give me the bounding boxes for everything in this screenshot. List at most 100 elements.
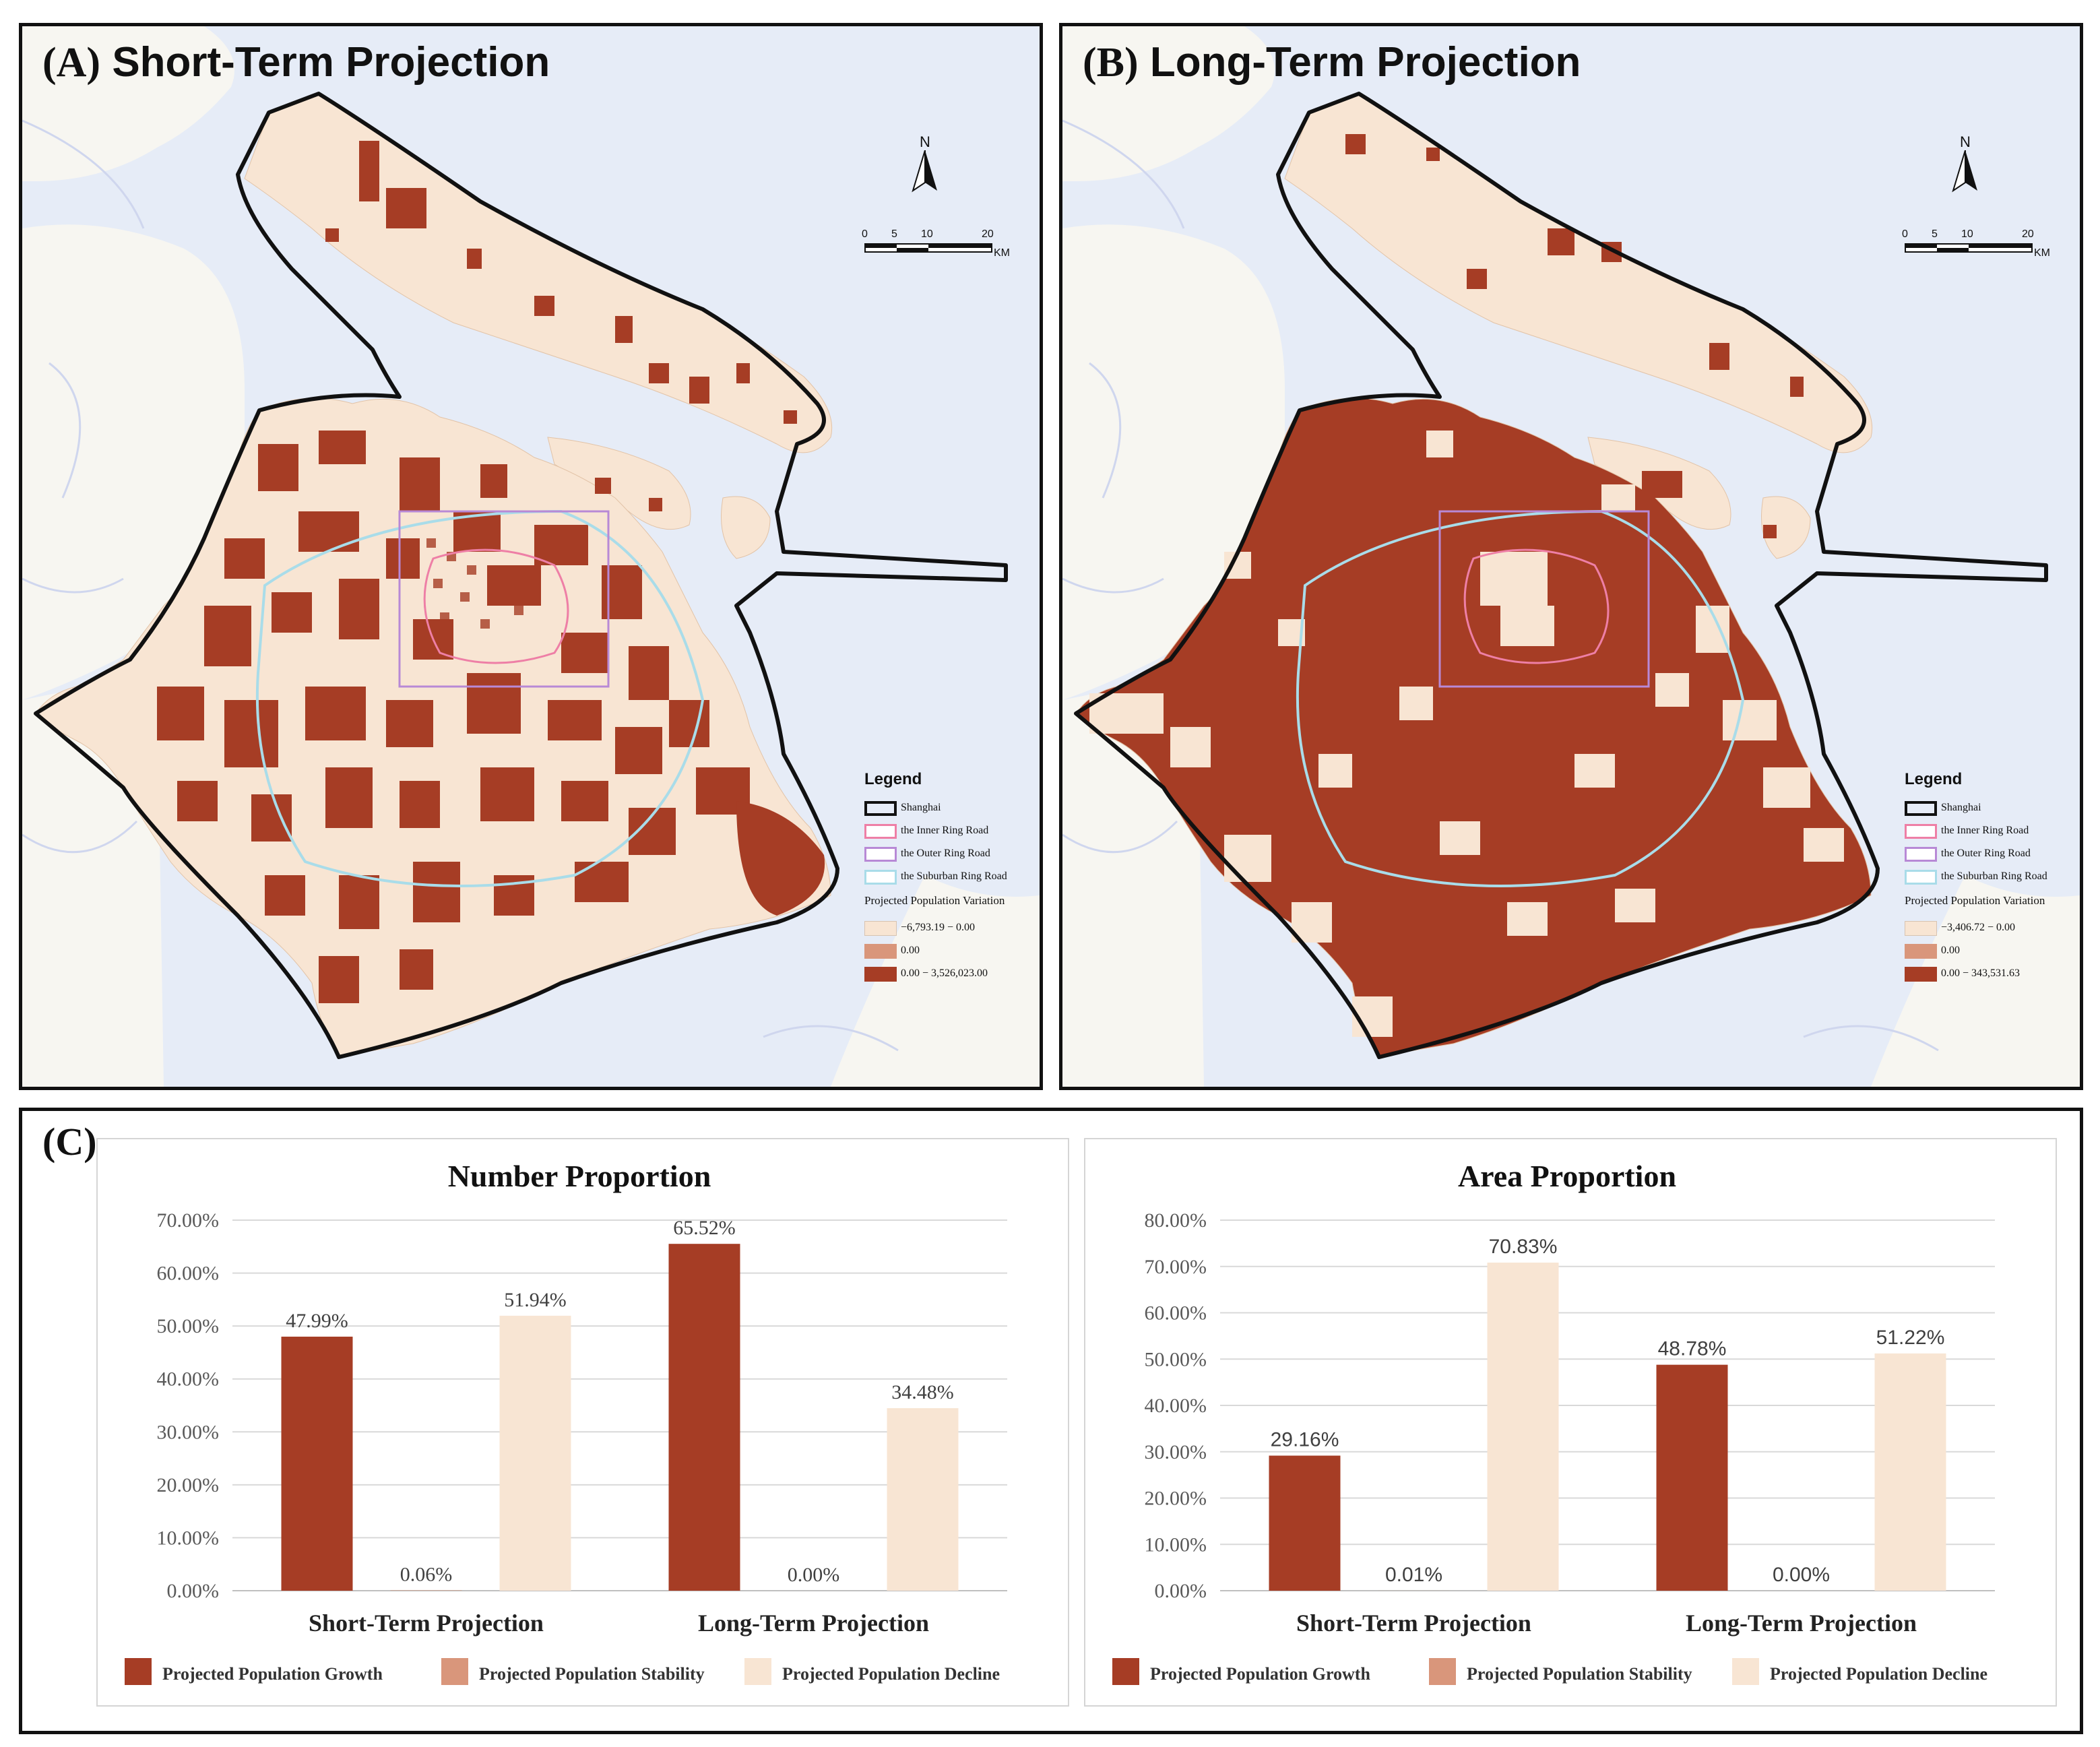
data-label: 48.78%: [1658, 1338, 1727, 1360]
number-proportion-chart: Number Proportion 0.00% 10.00% 20.00% 30.00%…: [96, 1138, 1069, 1707]
legend-stable: 0.00: [1941, 945, 1960, 956]
legend-swatch: [125, 1658, 152, 1685]
scale-tick: 10: [1961, 228, 1973, 240]
stability-swatch: [864, 944, 897, 959]
legend-boundary: Shanghai: [1941, 802, 1981, 813]
scale-tick: 5: [1932, 228, 1938, 240]
bar-projected-population-decline: [1487, 1263, 1559, 1591]
north-arrow-icon: N: [910, 134, 940, 208]
bar-projected-population-decline: [1874, 1353, 1946, 1591]
y-tick-label: 60.00%: [1145, 1302, 1207, 1325]
panel-c-letter: (C): [42, 1120, 97, 1164]
legend-outer-ring: the Outer Ring Road: [901, 848, 990, 859]
panel-a-letter: (A): [42, 40, 101, 86]
bar-projected-population-decline: [499, 1315, 571, 1591]
scale-tick: 10: [921, 228, 933, 240]
legend-label: Projected Population Stability: [479, 1664, 705, 1684]
category-label: Long-Term Projection: [698, 1610, 929, 1637]
panel-a-title-text: Short-Term Projection: [112, 39, 550, 86]
legend-outer-ring: the Outer Ring Road: [1941, 848, 2031, 859]
y-tick-label: 40.00%: [1145, 1395, 1207, 1417]
y-tick-label: 30.00%: [157, 1421, 220, 1443]
scale-tick: 20: [2022, 228, 2034, 240]
data-label: 47.99%: [286, 1310, 348, 1332]
y-tick-label: 60.00%: [157, 1263, 220, 1285]
scale-unit: KM: [994, 247, 1010, 259]
legend-decline-range: −3,406.72 − 0.00: [1941, 922, 2016, 933]
y-tick-label: 20.00%: [157, 1474, 220, 1496]
panel-b-letter: (B): [1083, 40, 1139, 86]
legend-variation-heading: Projected Population Variation: [864, 894, 1005, 907]
legend-title: Legend: [864, 770, 922, 788]
legend-label: Projected Population Decline: [782, 1664, 1000, 1684]
bar-projected-population-decline: [887, 1408, 959, 1591]
bar-projected-population-growth: [1269, 1455, 1341, 1591]
number-proportion-svg: Number Proportion 0.00% 10.00% 20.00% 30.00%…: [125, 1159, 1007, 1685]
y-tick-label: 70.00%: [1145, 1256, 1207, 1278]
y-tick-label: 70.00%: [157, 1209, 220, 1232]
panel-b-title: (B) Long-Term Projection: [1083, 38, 1581, 87]
area-proportion-chart: Area Proportion 0.00% 10.00% 20.00% 30.00% 40…: [1084, 1138, 2057, 1707]
map-panel-short-term: (A) Short-Term Projection N 0 5 10 20 KM…: [19, 23, 1043, 1090]
y-tick-label: 0.00%: [167, 1580, 220, 1602]
legend-inner-ring: the Inner Ring Road: [1941, 825, 2029, 836]
map-legend-b: Legend Shanghai the Inner Ring Road the …: [1905, 770, 2080, 987]
y-tick-label: 10.00%: [1145, 1533, 1207, 1556]
data-label: 0.00%: [788, 1564, 840, 1586]
legend-variation-heading: Projected Population Variation: [1905, 894, 2045, 907]
data-label: 70.83%: [1489, 1236, 1558, 1258]
growth-swatch: [1905, 967, 1937, 982]
y-tick-label: 0.00%: [1155, 1580, 1207, 1602]
data-label: 0.01%: [1385, 1564, 1442, 1586]
chart-title: Area Proportion: [1458, 1159, 1676, 1193]
panel-a-title: (A) Short-Term Projection: [42, 38, 550, 87]
scale-bar: 0 5 10 20 KM: [862, 228, 1026, 269]
decline-swatch: [1905, 921, 1937, 936]
data-label: 51.94%: [504, 1289, 567, 1311]
map-short-term: [22, 26, 1040, 1087]
legend-growth-range: 0.00 − 343,531.63: [1941, 967, 2021, 979]
map-legend-a: Legend Shanghai the Inner Ring Road the …: [864, 770, 1040, 987]
category-label: Short-Term Projection: [1296, 1610, 1531, 1637]
legend-suburban-ring: the Suburban Ring Road: [901, 870, 1007, 882]
legend-swatch: [1429, 1658, 1456, 1685]
y-tick-label: 30.00%: [1145, 1441, 1207, 1463]
legend-boundary: Shanghai: [901, 802, 941, 813]
boundary-swatch: [864, 801, 897, 816]
data-label: 0.06%: [400, 1564, 453, 1586]
decline-swatch: [864, 921, 897, 936]
legend-growth-range: 0.00 − 3,526,023.00: [901, 967, 988, 979]
legend-inner-ring: the Inner Ring Road: [901, 825, 989, 836]
suburban-ring-swatch: [864, 870, 897, 885]
map-long-term: [1062, 26, 2080, 1087]
legend-decline-range: −6,793.19 − 0.00: [901, 922, 976, 933]
boundary-swatch: [1905, 801, 1937, 816]
data-label: 65.52%: [673, 1217, 736, 1239]
category-label: Short-Term Projection: [309, 1610, 544, 1637]
legend-label: Projected Population Growth: [1150, 1664, 1370, 1684]
category-label: Long-Term Projection: [1686, 1610, 1917, 1637]
legend-swatch: [1732, 1658, 1759, 1685]
scale-tick: 5: [891, 228, 897, 240]
data-label: 51.22%: [1876, 1327, 1945, 1349]
scale-tick: 0: [862, 228, 868, 240]
data-label: 29.16%: [1271, 1429, 1339, 1451]
legend-label: Projected Population Growth: [162, 1664, 383, 1684]
suburban-ring-swatch: [1905, 870, 1937, 885]
data-label: 0.00%: [1773, 1564, 1830, 1586]
y-tick-label: 10.00%: [157, 1527, 220, 1549]
panel-b-title-text: Long-Term Projection: [1149, 39, 1581, 86]
legend-title: Legend: [1905, 770, 1963, 788]
outer-ring-swatch: [1905, 847, 1937, 862]
scale-tick: 20: [982, 228, 994, 240]
bar-projected-population-growth: [1656, 1364, 1728, 1591]
scale-tick: 0: [1902, 228, 1908, 240]
y-tick-label: 50.00%: [1145, 1348, 1207, 1370]
y-tick-label: 40.00%: [157, 1368, 220, 1391]
scale-bar: 0 5 10 20 KM: [1902, 228, 2066, 269]
area-proportion-svg: Area Proportion 0.00% 10.00% 20.00% 30.00% 40…: [1112, 1159, 1995, 1685]
north-arrow-icon: N: [1950, 134, 1980, 208]
data-label: 34.48%: [891, 1381, 954, 1403]
y-tick-label: 20.00%: [1145, 1488, 1207, 1510]
inner-ring-swatch: [1905, 824, 1937, 839]
